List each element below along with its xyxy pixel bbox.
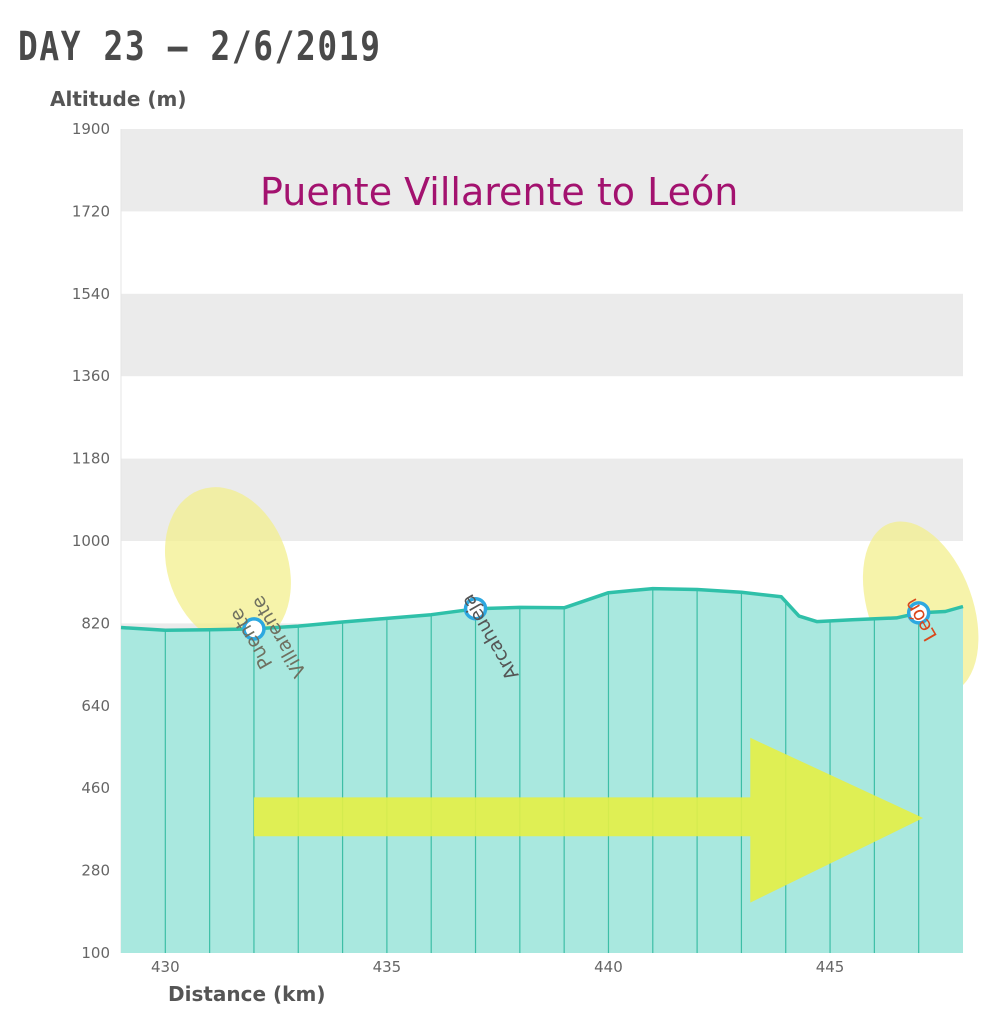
x-tick-label: 440 <box>594 958 623 976</box>
y-tick-label: 100 <box>81 944 110 962</box>
elevation-line <box>120 586 964 633</box>
y-tick-label: 1360 <box>72 367 110 385</box>
y-tick-label: 1000 <box>72 532 110 550</box>
waypoint-marker <box>906 601 931 625</box>
x-axis-label: Distance (km) <box>168 982 325 1006</box>
y-axis-label: Altitude (m) <box>50 87 187 111</box>
y-tick-label: 1720 <box>72 202 110 220</box>
waypoint-marker <box>463 597 488 621</box>
y-tick-label: 820 <box>81 614 110 632</box>
y-tick-label: 1180 <box>72 450 110 468</box>
direction-arrow <box>253 737 924 903</box>
page-title: DAY 23 — 2/6/2019 <box>18 24 382 70</box>
highlight-start <box>164 487 291 647</box>
y-tick-label: 1900 <box>72 120 110 138</box>
y-tick-label: 460 <box>81 779 110 797</box>
grid-band <box>121 129 963 212</box>
grid-band <box>121 293 963 377</box>
distance-gridlines <box>164 588 920 953</box>
waypoint-marker <box>242 617 266 641</box>
x-tick-label: 430 <box>151 958 180 976</box>
y-tick-label: 1540 <box>72 285 110 303</box>
y-tick-label: 640 <box>81 697 110 715</box>
x-axis-ticks: 430 435 440 445 <box>151 958 844 976</box>
x-tick-label: 445 <box>816 958 845 976</box>
y-tick-label: 280 <box>81 862 110 880</box>
y-axis-ticks: 100 280 460 640 820 1000 1180 1360 1540 1720 1900 <box>72 120 110 962</box>
arrow-shape <box>253 737 924 903</box>
x-tick-label: 435 <box>373 958 402 976</box>
chart-subtitle: Puente Villarente to León <box>260 170 738 214</box>
